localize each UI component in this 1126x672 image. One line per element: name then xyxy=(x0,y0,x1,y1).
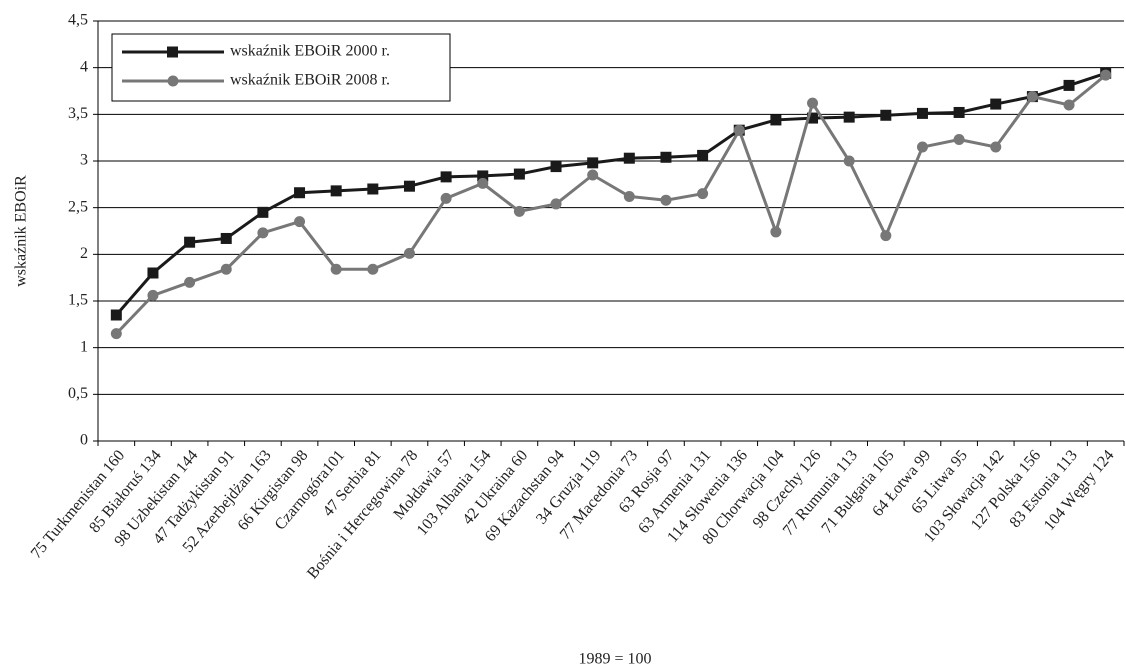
marker xyxy=(770,114,782,126)
marker xyxy=(1063,79,1075,91)
marker xyxy=(843,155,855,167)
marker xyxy=(184,276,196,288)
y-tick-label: 1 xyxy=(80,338,88,355)
marker xyxy=(257,206,269,218)
marker xyxy=(916,141,928,153)
marker xyxy=(513,168,525,180)
marker xyxy=(367,263,379,275)
marker xyxy=(403,247,415,259)
marker xyxy=(367,183,379,195)
marker xyxy=(623,152,635,164)
legend-box xyxy=(111,33,451,102)
marker xyxy=(147,267,159,279)
marker xyxy=(843,111,855,123)
marker xyxy=(990,98,1002,110)
marker xyxy=(110,328,122,340)
marker xyxy=(294,187,306,199)
legend-label: wskaźnik EBOiR 2008 r. xyxy=(230,72,390,89)
marker xyxy=(257,227,269,239)
y-axis-label: wskaźnik EBOiR xyxy=(13,175,30,287)
legend-label: wskaźnik EBOiR 2000 r. xyxy=(230,43,390,60)
y-tick-label: 3 xyxy=(80,152,88,169)
marker xyxy=(770,226,782,238)
legend-marker xyxy=(167,75,179,87)
marker xyxy=(550,198,562,210)
y-tick-label: 0,5 xyxy=(68,385,88,402)
marker xyxy=(477,177,489,189)
y-tick-label: 3,5 xyxy=(68,105,88,122)
marker xyxy=(587,157,599,169)
marker xyxy=(477,170,489,182)
marker xyxy=(733,124,745,136)
y-tick-label: 4,5 xyxy=(68,12,88,29)
marker xyxy=(550,161,562,173)
y-tick-label: 1,5 xyxy=(68,292,88,309)
marker xyxy=(440,192,452,204)
marker xyxy=(587,169,599,181)
marker xyxy=(807,97,819,109)
marker xyxy=(660,151,672,163)
marker xyxy=(807,112,819,124)
marker xyxy=(1063,99,1075,111)
y-tick-label: 2,5 xyxy=(68,198,88,215)
marker xyxy=(953,134,965,146)
marker xyxy=(220,263,232,275)
marker xyxy=(220,232,232,244)
y-tick-label: 0 xyxy=(80,432,88,449)
marker xyxy=(294,216,306,228)
y-tick-label: 2 xyxy=(80,245,88,262)
marker xyxy=(1100,69,1112,81)
marker xyxy=(403,180,415,192)
marker xyxy=(440,171,452,183)
marker xyxy=(916,107,928,119)
marker xyxy=(880,230,892,242)
marker xyxy=(623,190,635,202)
series-line xyxy=(115,73,1107,335)
marker xyxy=(697,149,709,161)
marker xyxy=(660,194,672,206)
y-tick-label: 4 xyxy=(80,58,88,75)
series-line xyxy=(115,71,1107,316)
marker xyxy=(697,188,709,200)
marker xyxy=(953,106,965,118)
marker xyxy=(990,141,1002,153)
marker xyxy=(880,109,892,121)
legend-marker xyxy=(167,46,178,58)
x-axis-label: 1989 = 100 xyxy=(578,651,651,668)
marker xyxy=(184,236,196,248)
marker xyxy=(1026,91,1038,103)
marker xyxy=(330,263,342,275)
marker xyxy=(147,289,159,301)
marker xyxy=(330,185,342,197)
marker xyxy=(513,205,525,217)
marker xyxy=(110,309,122,321)
